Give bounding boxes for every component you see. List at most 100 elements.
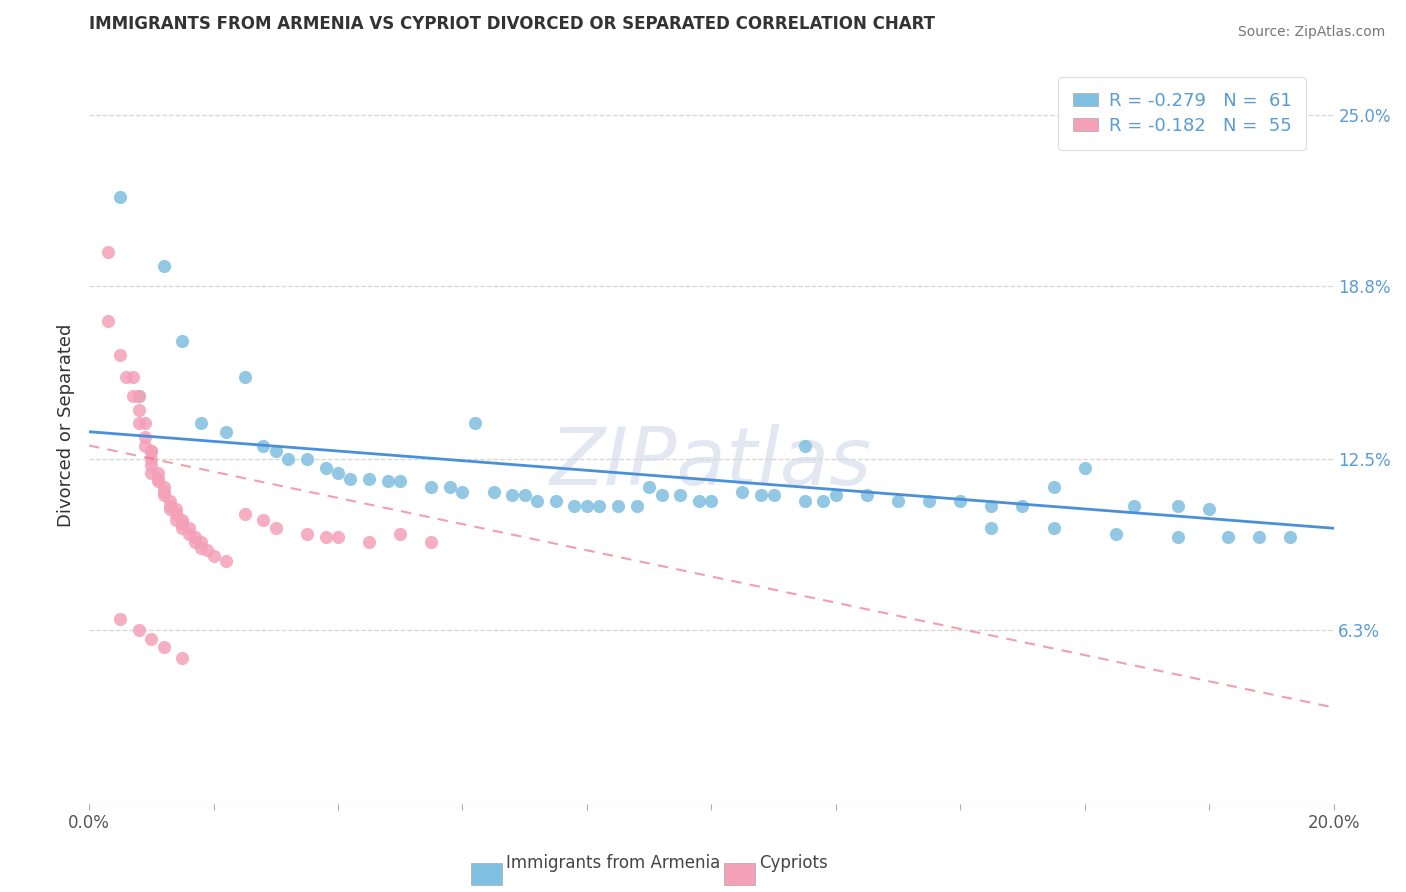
Point bbox=[1011, 499, 1033, 513]
Point bbox=[1042, 521, 1064, 535]
Point bbox=[700, 493, 723, 508]
Point bbox=[134, 430, 156, 444]
Point bbox=[626, 499, 648, 513]
Point bbox=[134, 438, 156, 452]
Point bbox=[152, 488, 174, 502]
Point bbox=[134, 417, 156, 431]
Point bbox=[165, 508, 187, 522]
Point bbox=[233, 508, 256, 522]
Point bbox=[128, 624, 150, 638]
Point bbox=[1247, 529, 1270, 543]
Point bbox=[607, 499, 630, 513]
Point bbox=[172, 521, 194, 535]
Point bbox=[128, 389, 150, 403]
Point bbox=[141, 452, 163, 467]
Point bbox=[464, 417, 486, 431]
Point bbox=[141, 444, 163, 458]
Point bbox=[252, 513, 274, 527]
Text: Cypriots: Cypriots bbox=[759, 855, 828, 872]
Point bbox=[264, 521, 287, 535]
Point bbox=[389, 475, 412, 489]
Point bbox=[980, 521, 1002, 535]
Point bbox=[918, 493, 941, 508]
Point bbox=[177, 521, 200, 535]
Point bbox=[165, 502, 187, 516]
Point bbox=[115, 369, 138, 384]
Point bbox=[152, 260, 174, 274]
Point bbox=[1198, 502, 1220, 516]
Point bbox=[377, 475, 399, 489]
Y-axis label: Divorced or Separated: Divorced or Separated bbox=[58, 323, 75, 526]
Point bbox=[108, 190, 131, 204]
Point bbox=[128, 402, 150, 417]
Point bbox=[451, 485, 474, 500]
Point bbox=[544, 493, 567, 508]
Point bbox=[513, 488, 536, 502]
Point bbox=[1105, 526, 1128, 541]
Point bbox=[326, 466, 349, 480]
Point bbox=[731, 485, 754, 500]
Point bbox=[1167, 529, 1189, 543]
Point bbox=[108, 347, 131, 361]
Point bbox=[172, 516, 194, 530]
Point bbox=[339, 472, 361, 486]
Point bbox=[146, 475, 169, 489]
Point bbox=[195, 543, 218, 558]
Point bbox=[108, 612, 131, 626]
Point bbox=[152, 485, 174, 500]
Point bbox=[97, 314, 120, 328]
Point bbox=[793, 493, 815, 508]
Point bbox=[588, 499, 610, 513]
Point bbox=[439, 480, 461, 494]
Point bbox=[650, 488, 672, 502]
Point bbox=[824, 488, 846, 502]
Point bbox=[172, 650, 194, 665]
Point bbox=[141, 466, 163, 480]
Point bbox=[141, 632, 163, 646]
Point bbox=[575, 499, 598, 513]
Point bbox=[688, 493, 710, 508]
Point bbox=[526, 493, 548, 508]
Point bbox=[638, 480, 661, 494]
Point bbox=[264, 444, 287, 458]
Point bbox=[295, 526, 318, 541]
Point bbox=[202, 549, 225, 563]
Point bbox=[141, 458, 163, 472]
Point bbox=[949, 493, 972, 508]
Point bbox=[1216, 529, 1239, 543]
Text: IMMIGRANTS FROM ARMENIA VS CYPRIOT DIVORCED OR SEPARATED CORRELATION CHART: IMMIGRANTS FROM ARMENIA VS CYPRIOT DIVOR… bbox=[89, 15, 935, 33]
Point bbox=[315, 460, 337, 475]
Point bbox=[420, 480, 443, 494]
Text: ZIPatlas: ZIPatlas bbox=[550, 424, 872, 501]
Point bbox=[233, 369, 256, 384]
Point bbox=[184, 529, 207, 543]
Point bbox=[295, 452, 318, 467]
Point bbox=[152, 640, 174, 654]
Point bbox=[357, 472, 380, 486]
Point bbox=[1123, 499, 1146, 513]
Point bbox=[165, 513, 187, 527]
Legend: R = -0.279   N =  61, R = -0.182   N =  55: R = -0.279 N = 61, R = -0.182 N = 55 bbox=[1059, 78, 1306, 150]
Point bbox=[159, 493, 181, 508]
Point bbox=[146, 466, 169, 480]
Point bbox=[184, 535, 207, 549]
Point bbox=[326, 529, 349, 543]
Point bbox=[190, 417, 212, 431]
Point bbox=[813, 493, 835, 508]
Point bbox=[146, 472, 169, 486]
Point bbox=[159, 499, 181, 513]
Point bbox=[1278, 529, 1301, 543]
Point bbox=[315, 529, 337, 543]
Point bbox=[856, 488, 879, 502]
Point bbox=[1167, 499, 1189, 513]
Point bbox=[501, 488, 523, 502]
Point bbox=[159, 502, 181, 516]
Point bbox=[420, 535, 443, 549]
Point bbox=[128, 389, 150, 403]
Point bbox=[172, 513, 194, 527]
Text: Source: ZipAtlas.com: Source: ZipAtlas.com bbox=[1237, 25, 1385, 39]
Point bbox=[564, 499, 586, 513]
Point bbox=[141, 444, 163, 458]
Point bbox=[128, 417, 150, 431]
Point bbox=[389, 526, 412, 541]
